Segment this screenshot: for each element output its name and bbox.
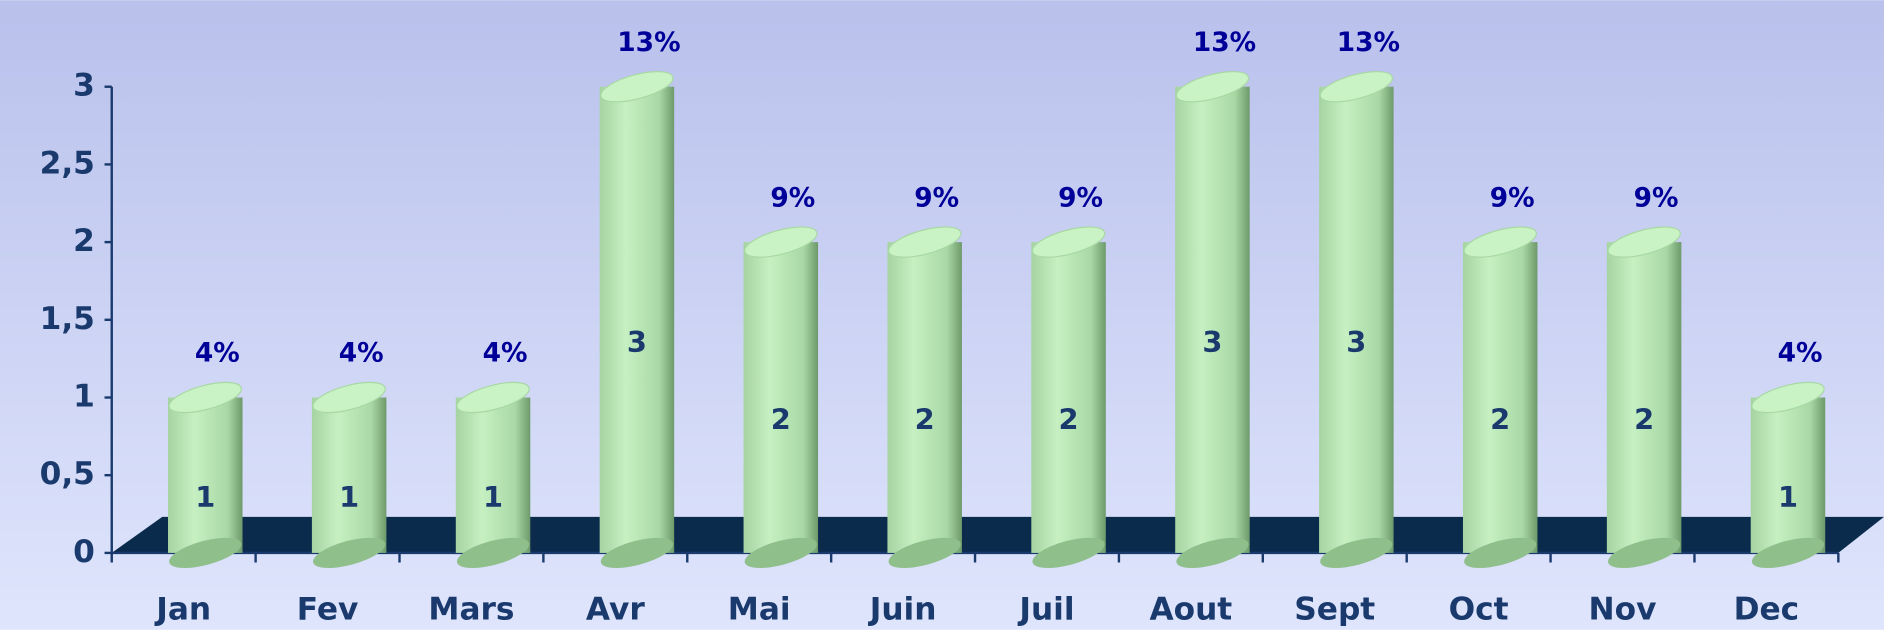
y-tick-label: 3 <box>73 68 95 104</box>
x-tick-label: Nov <box>1589 592 1657 628</box>
share-label: 13% <box>1337 27 1400 58</box>
bar-base <box>1607 537 1681 568</box>
bar-base <box>456 537 530 568</box>
bar-cap <box>600 71 674 103</box>
x-tick-label: Avr <box>586 592 645 628</box>
bar-cap <box>312 381 386 414</box>
bar-cap <box>887 226 962 258</box>
bar <box>455 397 531 553</box>
value-label: 1 <box>1778 480 1798 514</box>
bar-base <box>1320 537 1393 568</box>
share-label: 9% <box>914 182 959 213</box>
value-label: 1 <box>339 480 359 514</box>
y-tick-label: 1,5 <box>40 301 95 337</box>
x-tick-label: Aout <box>1149 592 1232 628</box>
bar-cap <box>168 381 242 414</box>
bar <box>168 397 243 553</box>
value-label: 3 <box>1202 325 1222 359</box>
bar <box>1462 242 1538 553</box>
share-label: 4% <box>195 338 240 369</box>
x-tick-label: Sept <box>1294 592 1375 628</box>
value-label: 1 <box>195 480 215 514</box>
value-label: 2 <box>1634 403 1654 437</box>
bar-cap <box>1607 226 1681 258</box>
value-label: 1 <box>483 480 503 514</box>
bar-base <box>1032 537 1105 568</box>
share-label: 9% <box>1634 182 1679 213</box>
share-label: 4% <box>339 338 384 369</box>
value-label: 3 <box>627 325 647 359</box>
bar <box>1750 397 1826 553</box>
floor <box>111 516 1884 553</box>
bar <box>1175 86 1250 553</box>
bar <box>311 397 387 553</box>
bar-base <box>744 537 817 568</box>
x-tick-label: Dec <box>1734 592 1800 628</box>
bar-base <box>313 537 386 568</box>
bar <box>1319 86 1394 553</box>
share-label: 4% <box>1778 338 1823 369</box>
value-label: 2 <box>915 403 935 437</box>
value-label: 2 <box>1059 403 1079 437</box>
share-label: 9% <box>770 182 815 213</box>
x-tick-label: Jan <box>154 592 211 628</box>
y-tick-label: 0,5 <box>40 456 95 492</box>
x-tick-label: Mars <box>428 592 514 628</box>
bar-cap <box>1031 226 1106 258</box>
x-tick-label: Mai <box>728 592 791 628</box>
bar <box>1606 242 1682 553</box>
bar <box>887 242 962 553</box>
bar-cap <box>1751 381 1825 414</box>
value-label: 3 <box>1346 325 1366 359</box>
bar <box>599 86 675 553</box>
bar-base <box>600 537 674 568</box>
bar-cap <box>1175 71 1250 103</box>
y-tick-label: 0 <box>73 534 95 570</box>
bar-cap <box>1319 71 1394 103</box>
x-tick-label: Juin <box>868 592 937 628</box>
bar-base <box>1464 537 1537 568</box>
x-tick-label: Juil <box>1017 592 1074 628</box>
bar-base <box>1176 537 1249 568</box>
bar-base <box>888 537 961 568</box>
share-label: 9% <box>1490 182 1535 213</box>
y-tick-label: 2,5 <box>40 145 95 181</box>
bar <box>1031 242 1106 553</box>
bar-base <box>169 537 242 568</box>
bar-cap <box>1463 226 1537 258</box>
bar-cap <box>456 381 530 414</box>
share-label: 13% <box>1193 27 1256 58</box>
share-label: 13% <box>617 27 680 58</box>
bar-base <box>1751 537 1825 568</box>
x-tick-label: Oct <box>1449 592 1509 628</box>
y-tick-label: 1 <box>73 379 95 415</box>
bar <box>743 242 819 553</box>
bar-cap <box>744 226 818 258</box>
x-tick-label: Fev <box>297 592 359 628</box>
share-label: 9% <box>1058 182 1103 213</box>
value-label: 2 <box>1490 403 1510 437</box>
value-label: 2 <box>771 403 791 437</box>
share-label: 4% <box>483 338 528 369</box>
y-tick-label: 2 <box>73 223 95 259</box>
